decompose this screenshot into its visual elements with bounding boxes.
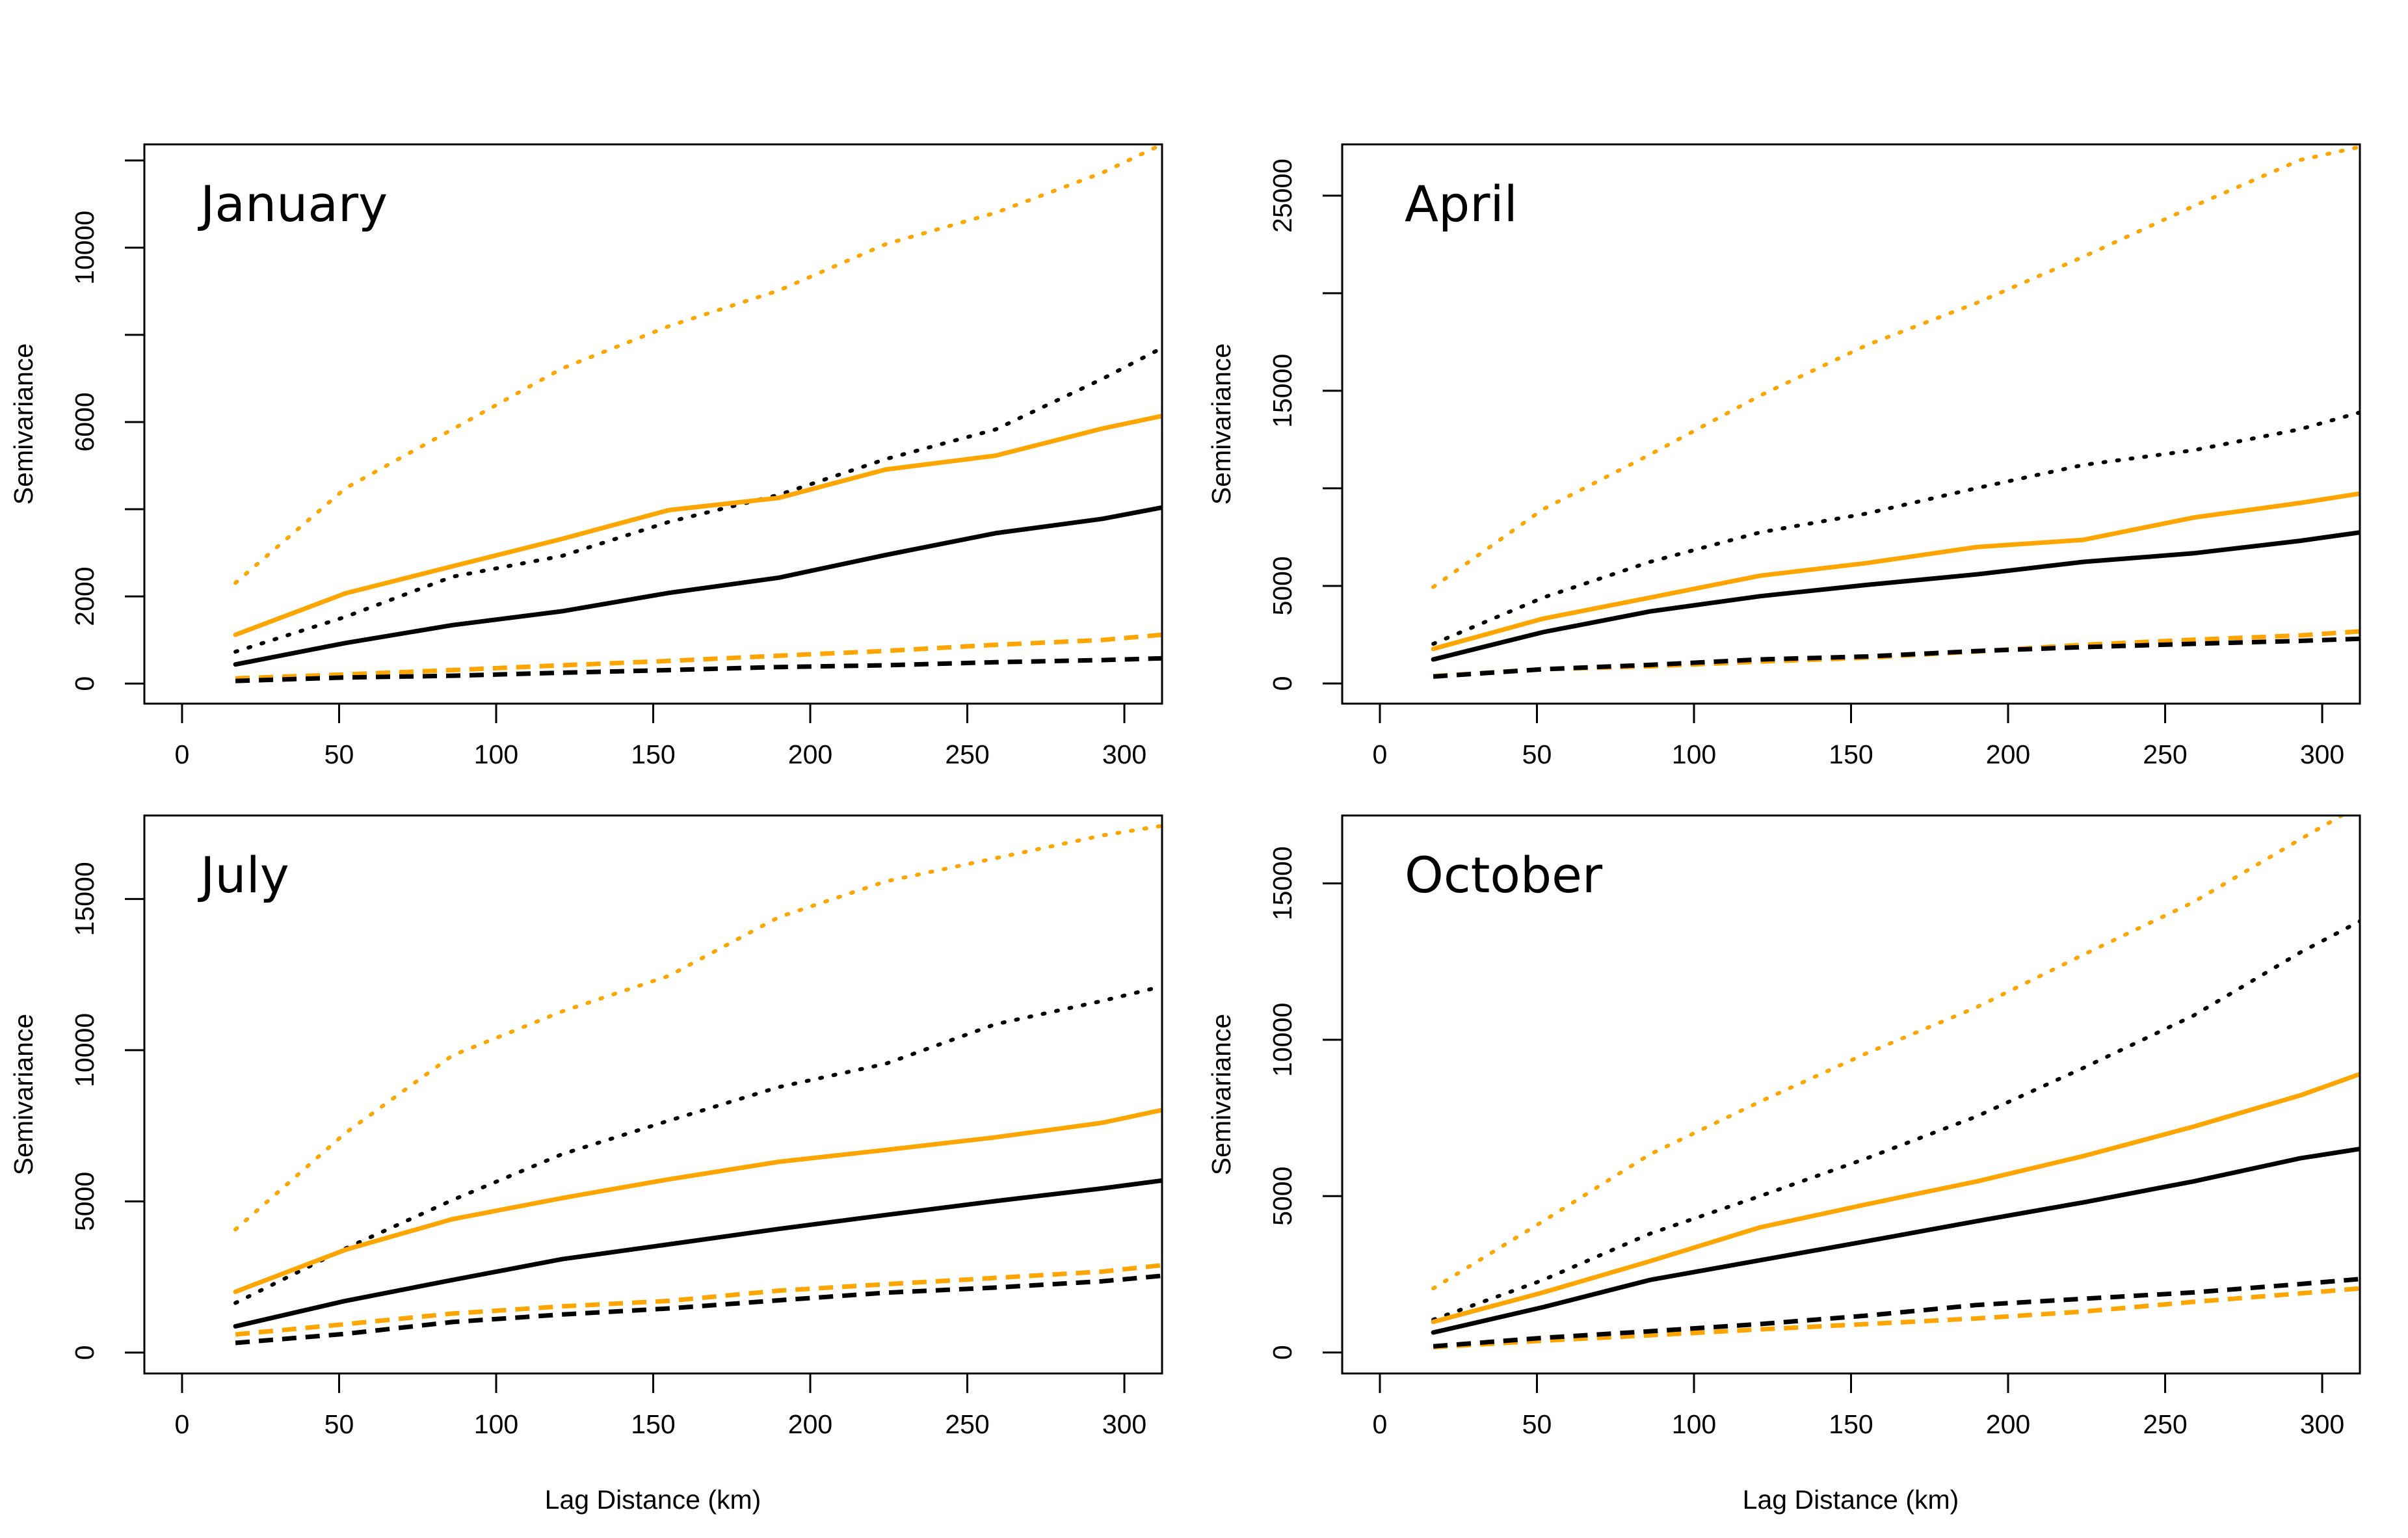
series-group bbox=[1431, 815, 2360, 1350]
y-tick-label: 2000 bbox=[70, 566, 99, 626]
x-tick-label: 200 bbox=[788, 1409, 832, 1439]
plot-frame bbox=[143, 814, 1163, 1375]
x-tick-label: 200 bbox=[1986, 1409, 2030, 1439]
series-group bbox=[233, 823, 1162, 1346]
x-tick-label: 0 bbox=[175, 1409, 190, 1439]
panel-january: January Semivariance 0 50 100 150 200 250 300 0… bbox=[8, 143, 1163, 769]
x-tick-label: 100 bbox=[1672, 739, 1716, 769]
x-tick-label: 50 bbox=[324, 1409, 354, 1439]
x-tick-label: 50 bbox=[1522, 739, 1552, 769]
x-tick-label: 250 bbox=[2143, 739, 2187, 769]
x-tick-label: 0 bbox=[175, 739, 190, 769]
series-line-dotted-black bbox=[1431, 919, 2360, 1322]
x-tick-label: 200 bbox=[788, 739, 832, 769]
x-tick-label: 150 bbox=[1829, 739, 1873, 769]
panel-july: July Semivariance Lag Distance (km) 0 50 1… bbox=[8, 814, 1163, 1515]
y-tick-label: 5000 bbox=[1267, 556, 1297, 615]
y-axis-label: Semivariance bbox=[8, 343, 38, 505]
x-tick-label: 50 bbox=[324, 739, 354, 769]
y-tick-label: 0 bbox=[70, 1346, 99, 1360]
series-line-dashed-orange bbox=[1433, 629, 2360, 679]
y-tick-label: 25000 bbox=[1267, 159, 1297, 233]
series-group bbox=[1431, 144, 2360, 679]
x-axis-label: Lag Distance (km) bbox=[545, 1485, 761, 1515]
y-tick-label: 15000 bbox=[1267, 846, 1297, 920]
y-tick-label: 15000 bbox=[1267, 354, 1297, 428]
x-tick-label: 100 bbox=[474, 1409, 518, 1439]
series-line-solid-orange bbox=[1431, 1072, 2360, 1325]
x-tick-label: 250 bbox=[945, 1409, 989, 1439]
series-line-solid-orange bbox=[233, 414, 1162, 637]
series-line-solid-orange bbox=[1431, 491, 2360, 652]
x-tick-label: 150 bbox=[631, 739, 675, 769]
x-tick-label: 250 bbox=[2143, 1409, 2187, 1439]
series-line-dotted-orange bbox=[233, 144, 1162, 585]
series-line-dotted-orange bbox=[233, 823, 1162, 1232]
y-tick-label: 10000 bbox=[70, 211, 99, 285]
series-line-dotted-black bbox=[1431, 410, 2360, 646]
x-tick-label: 100 bbox=[474, 739, 518, 769]
series-line-solid-black bbox=[1431, 1147, 2360, 1335]
series-line-dashed-orange bbox=[235, 632, 1162, 681]
y-tick-label: 0 bbox=[1267, 1345, 1297, 1360]
series-group bbox=[233, 144, 1162, 683]
panel-title: July bbox=[198, 846, 289, 904]
panel-title: April bbox=[1405, 175, 1518, 233]
x-tick-label: 300 bbox=[2300, 739, 2344, 769]
series-line-dashed-black bbox=[235, 656, 1162, 683]
x-tick-label: 0 bbox=[1373, 739, 1388, 769]
y-axis-label: Semivariance bbox=[8, 1014, 38, 1175]
panel-title: October bbox=[1405, 846, 1603, 904]
x-axis-label: Lag Distance (km) bbox=[1743, 1485, 1959, 1515]
y-tick-label: 6000 bbox=[70, 392, 99, 451]
x-tick-label: 100 bbox=[1672, 1409, 1716, 1439]
x-tick-label: 300 bbox=[1102, 739, 1146, 769]
y-tick-label: 15000 bbox=[70, 862, 99, 936]
x-tick-label: 0 bbox=[1373, 1409, 1388, 1439]
x-tick-label: 300 bbox=[2300, 1409, 2344, 1439]
x-tick-label: 200 bbox=[1986, 739, 2030, 769]
panel-title: January bbox=[198, 175, 388, 233]
y-tick-label: 0 bbox=[1267, 676, 1297, 691]
x-tick-label: 250 bbox=[945, 739, 989, 769]
series-line-dashed-black bbox=[235, 1273, 1162, 1346]
x-tick-label: 150 bbox=[1829, 1409, 1873, 1439]
series-line-solid-black bbox=[233, 505, 1162, 667]
series-line-solid-orange bbox=[233, 1107, 1162, 1294]
series-line-dotted-black bbox=[233, 346, 1162, 654]
y-tick-label: 10000 bbox=[70, 1013, 99, 1087]
panel-april: April Semivariance 0 50 100 150 200 250 300 0 50… bbox=[1206, 143, 2361, 769]
series-line-dashed-orange bbox=[1433, 1286, 2360, 1350]
series-line-dotted-orange bbox=[1431, 815, 2346, 1291]
x-tick-label: 50 bbox=[1522, 1409, 1552, 1439]
series-line-solid-black bbox=[1431, 530, 2360, 662]
y-tick-label: 0 bbox=[70, 676, 99, 691]
series-line-dashed-black bbox=[1433, 1277, 2360, 1349]
x-tick-label: 150 bbox=[631, 1409, 675, 1439]
y-tick-label: 10000 bbox=[1267, 1003, 1297, 1077]
y-axis-label: Semivariance bbox=[1206, 343, 1236, 505]
series-line-dotted-orange bbox=[1431, 144, 2360, 589]
y-axis-label: Semivariance bbox=[1206, 1014, 1236, 1175]
series-line-solid-black bbox=[233, 1178, 1162, 1329]
y-tick-label: 5000 bbox=[70, 1172, 99, 1231]
panel-october: October Semivariance Lag Distance (km) 0… bbox=[1206, 814, 2361, 1515]
x-tick-label: 300 bbox=[1102, 1409, 1146, 1439]
y-tick-label: 5000 bbox=[1267, 1167, 1297, 1226]
series-line-dashed-orange bbox=[235, 1263, 1162, 1337]
series-line-dashed-black bbox=[1433, 636, 2360, 679]
series-line-dotted-black bbox=[233, 984, 1162, 1305]
